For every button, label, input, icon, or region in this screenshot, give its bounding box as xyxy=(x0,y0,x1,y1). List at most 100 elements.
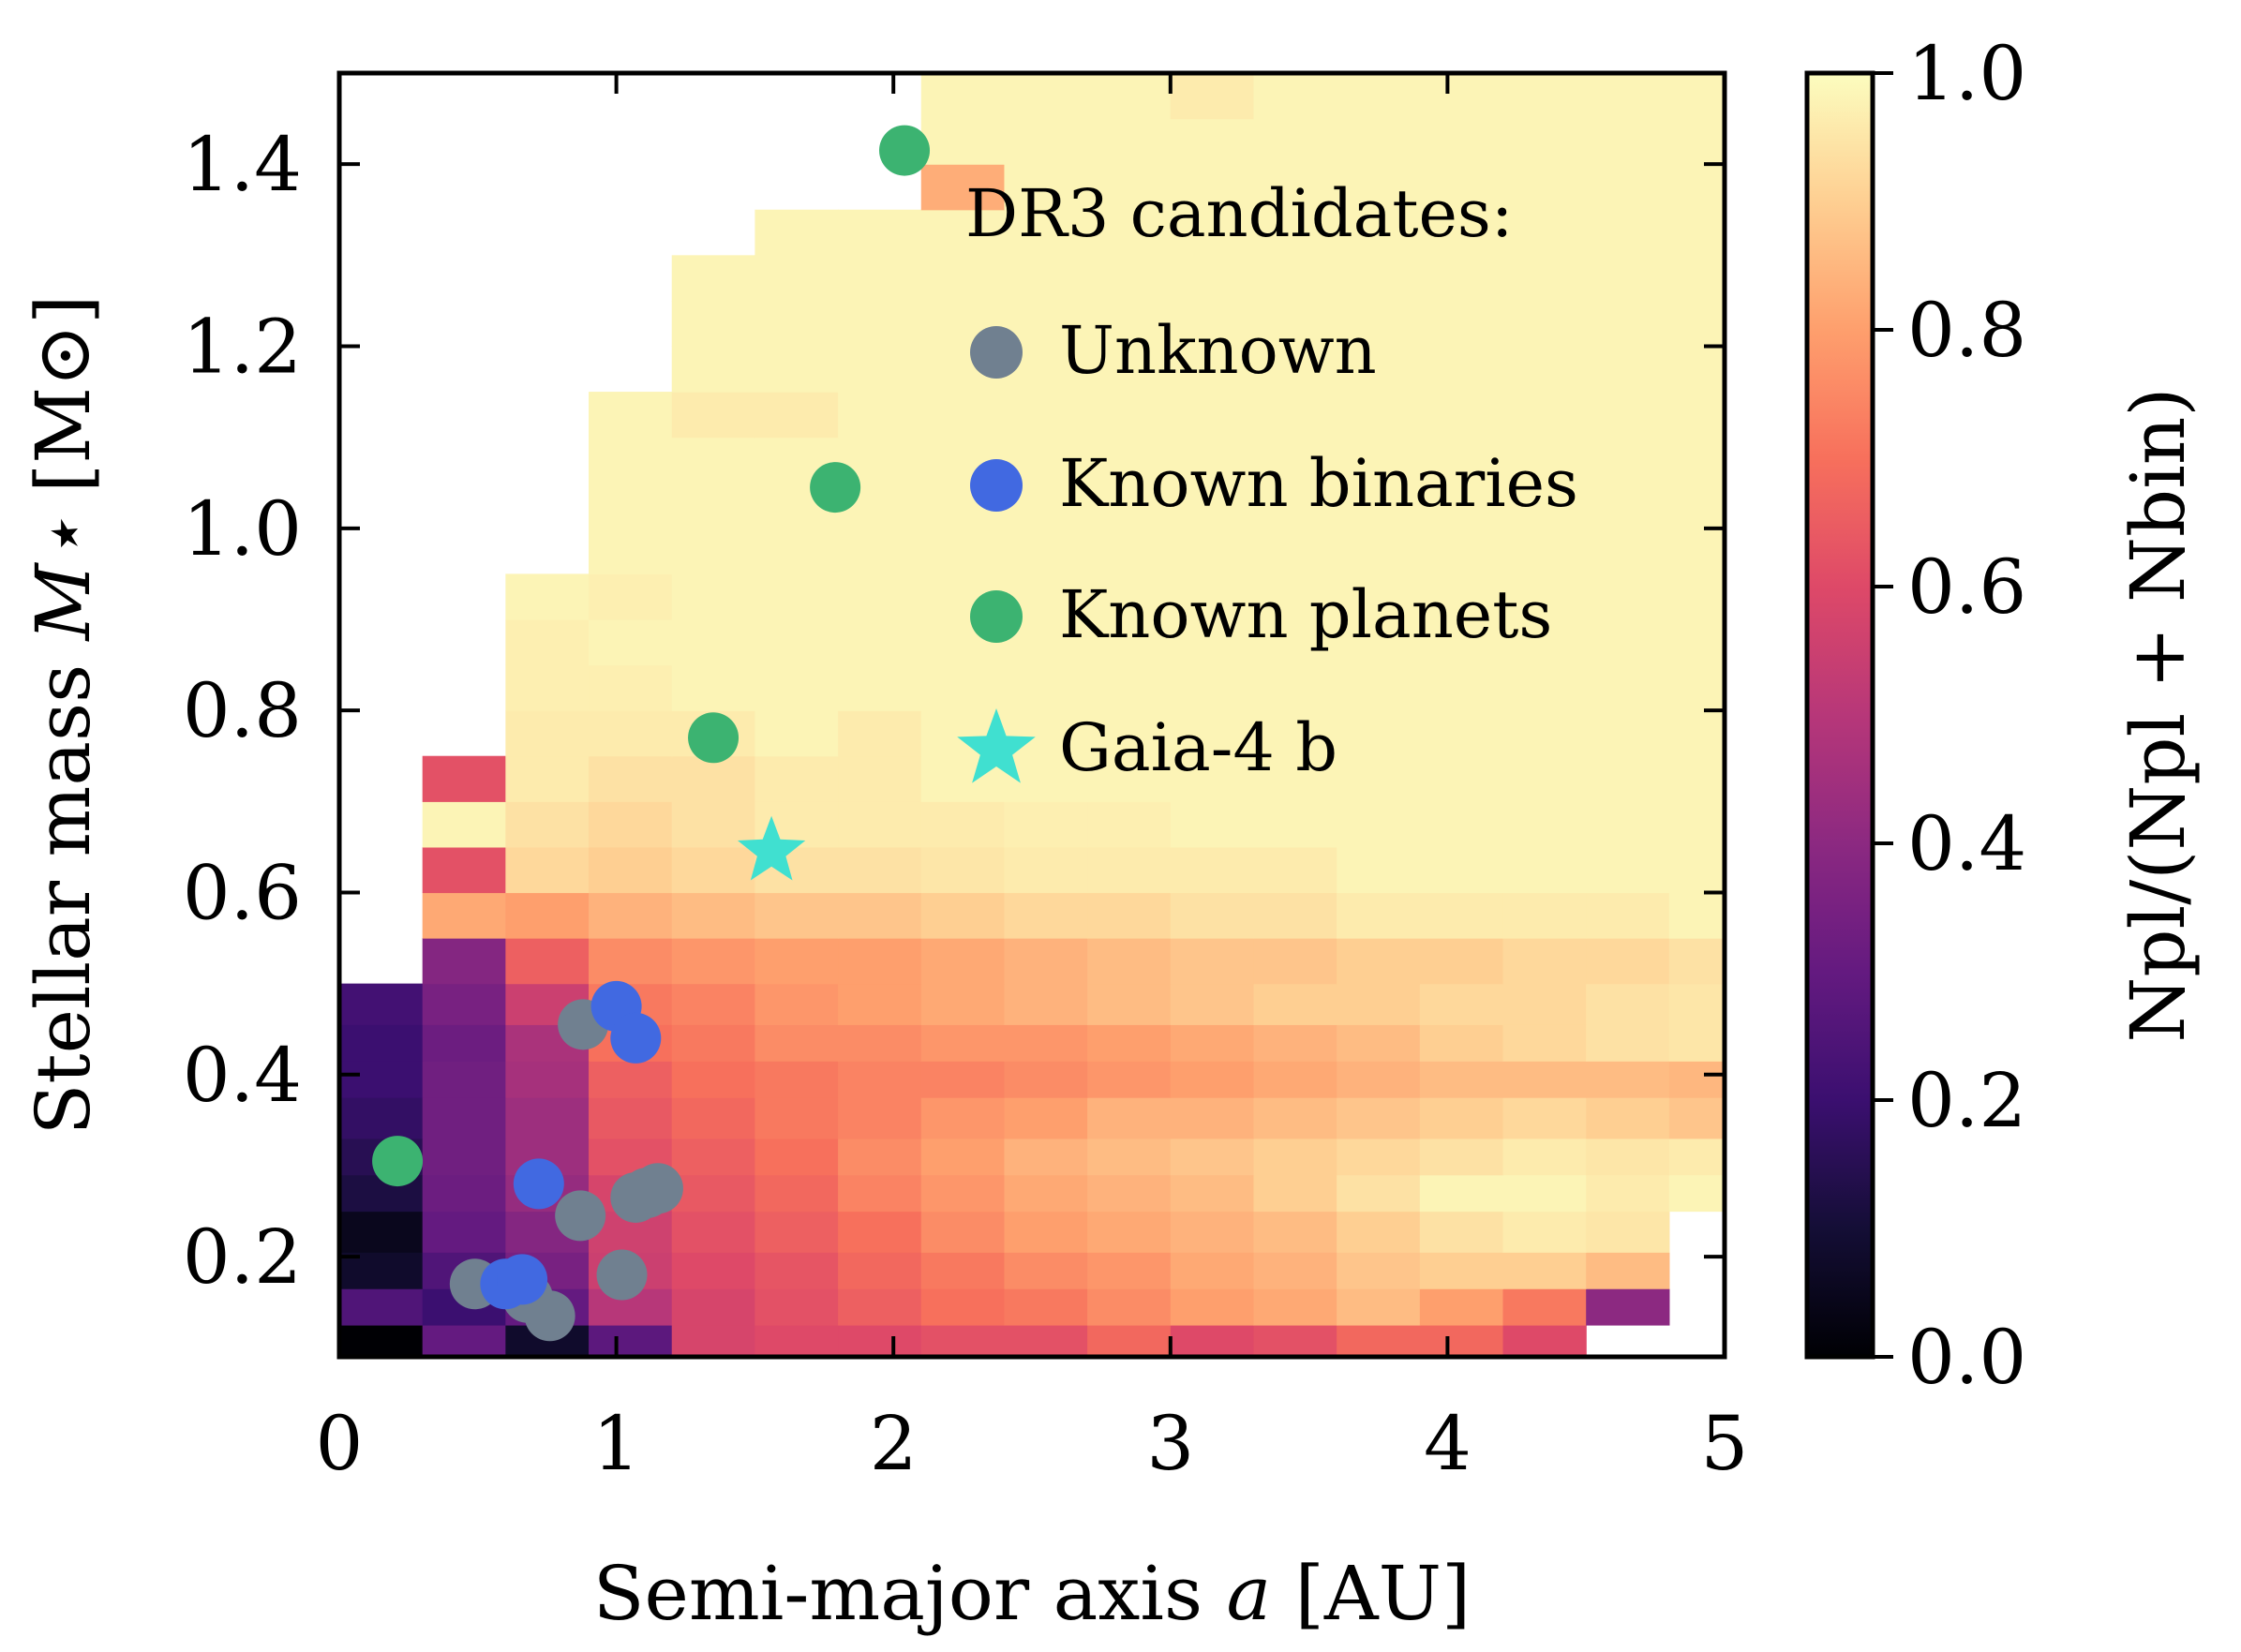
heatmap-cell xyxy=(671,938,755,985)
heatmap-cell xyxy=(1253,1252,1337,1289)
heatmap-cell xyxy=(754,1061,839,1098)
heatmap-cell xyxy=(1253,300,1337,348)
heatmap-cell xyxy=(1668,618,1726,666)
heatmap-cell xyxy=(1502,983,1587,1025)
heatmap-cell xyxy=(1087,300,1172,348)
heatmap-cell xyxy=(1502,437,1587,484)
heatmap-cell xyxy=(754,1211,839,1253)
heatmap-cell xyxy=(1004,73,1088,120)
heatmap-cell xyxy=(1087,209,1172,256)
heatmap-cell xyxy=(1170,1252,1255,1289)
heatmap-cell xyxy=(920,1174,1006,1213)
heatmap-cell xyxy=(1502,483,1587,529)
heatmap-cell xyxy=(920,1097,1006,1139)
heatmap-cell xyxy=(1586,938,1670,985)
y-tick-label: 1.4 xyxy=(183,121,302,208)
heatmap-cell xyxy=(1087,1024,1172,1062)
heatmap-cell xyxy=(754,255,839,302)
heatmap-cell xyxy=(838,892,922,939)
heatmap-cell xyxy=(1170,483,1255,529)
heatmap-cell xyxy=(1586,73,1670,120)
heatmap-cell xyxy=(1087,255,1172,302)
heatmap-cell xyxy=(1170,346,1255,393)
heatmap-cell xyxy=(1668,164,1726,211)
heatmap-cell xyxy=(1668,1061,1726,1098)
heatmap-cell xyxy=(754,664,839,711)
legend-label-known-planets: Known planets xyxy=(1059,576,1552,653)
heatmap-cell xyxy=(339,983,424,1025)
heatmap-cell xyxy=(1502,618,1587,666)
heatmap-cell xyxy=(589,618,673,666)
heatmap-cell xyxy=(1419,528,1504,574)
colorbar-title: Npl/(Npl + Nbin) xyxy=(2114,387,2202,1042)
heatmap-cell xyxy=(1004,1211,1088,1253)
heatmap-cell xyxy=(422,846,506,894)
y-axis-title: Stellar mass M⋆ [M⊙] xyxy=(20,295,107,1136)
heatmap-cell xyxy=(838,528,922,574)
x-axis-title: Semi-major axis a [AU] xyxy=(593,1550,1471,1637)
heatmap-cell xyxy=(1004,846,1088,894)
heatmap-cell xyxy=(589,801,673,848)
heatmap-cell xyxy=(505,664,590,711)
colorbar-tick-label: 0.4 xyxy=(1907,800,2026,887)
heatmap-cell xyxy=(1502,164,1587,211)
heatmap-cell xyxy=(1502,892,1587,939)
heatmap-cell xyxy=(920,73,1006,120)
heatmap-cell xyxy=(754,346,839,393)
heatmap-cell xyxy=(1586,892,1670,939)
heatmap-cell xyxy=(920,255,1006,302)
heatmap-cell xyxy=(422,1324,506,1358)
heatmap-cell xyxy=(671,892,755,939)
heatmap-cell xyxy=(920,1211,1006,1253)
heatmap-cell xyxy=(1087,1252,1172,1289)
heatmap-cell xyxy=(589,1097,673,1139)
heatmap-cell xyxy=(1087,528,1172,574)
heatmap-cell xyxy=(1170,1174,1255,1213)
heatmap-cell xyxy=(1586,1097,1670,1139)
heatmap-cell xyxy=(1586,300,1670,348)
heatmap-cell xyxy=(754,1174,839,1213)
heatmap-cell xyxy=(671,1174,755,1213)
heatmap-cell xyxy=(1337,846,1421,894)
heatmap-cell xyxy=(1586,1174,1670,1213)
heatmap-cell xyxy=(1586,1252,1670,1289)
heatmap-cell xyxy=(1253,664,1337,711)
heatmap-cell xyxy=(920,1138,1006,1176)
legend-marker-known-binaries xyxy=(970,459,1023,512)
heatmap-cell xyxy=(1004,1097,1088,1139)
heatmap-cell xyxy=(1586,1024,1670,1062)
heatmap-cell xyxy=(671,300,755,348)
heatmap-cell xyxy=(1170,300,1255,348)
heatmap-cell xyxy=(1337,1252,1421,1289)
heatmap-cell xyxy=(339,1061,424,1098)
heatmap-cell xyxy=(1253,1324,1337,1358)
heatmap-cell xyxy=(1087,483,1172,529)
heatmap-cell xyxy=(838,346,922,393)
heatmap-cell xyxy=(1087,73,1172,120)
heatmap-cell xyxy=(422,892,506,939)
heatmap-cell xyxy=(1502,1252,1587,1289)
x-tick-label: 3 xyxy=(1146,1400,1194,1487)
heatmap-cell xyxy=(1004,801,1088,848)
heatmap-cell xyxy=(671,1324,755,1358)
heatmap-cell xyxy=(1170,528,1255,574)
heatmap-cell xyxy=(589,938,673,985)
heatmap-cell xyxy=(1502,1288,1587,1326)
heatmap-cell xyxy=(1087,618,1172,666)
heatmap-cell xyxy=(1419,892,1504,939)
heatmap-cell xyxy=(1253,483,1337,529)
heatmap-cell xyxy=(1004,118,1088,165)
heatmap-cell xyxy=(1004,983,1088,1025)
heatmap-cell xyxy=(1253,983,1337,1025)
heatmap-cell xyxy=(589,528,673,574)
y-tick-label: 1.0 xyxy=(183,485,302,573)
heatmap-cell xyxy=(422,755,506,802)
heatmap-cell xyxy=(838,255,922,302)
heatmap-cell xyxy=(920,938,1006,985)
heatmap-cell xyxy=(339,1288,424,1326)
heatmap-cell xyxy=(920,528,1006,574)
heatmap-cell xyxy=(1170,255,1255,302)
heatmap-cell xyxy=(1337,1024,1421,1062)
heatmap-cell xyxy=(838,710,922,757)
